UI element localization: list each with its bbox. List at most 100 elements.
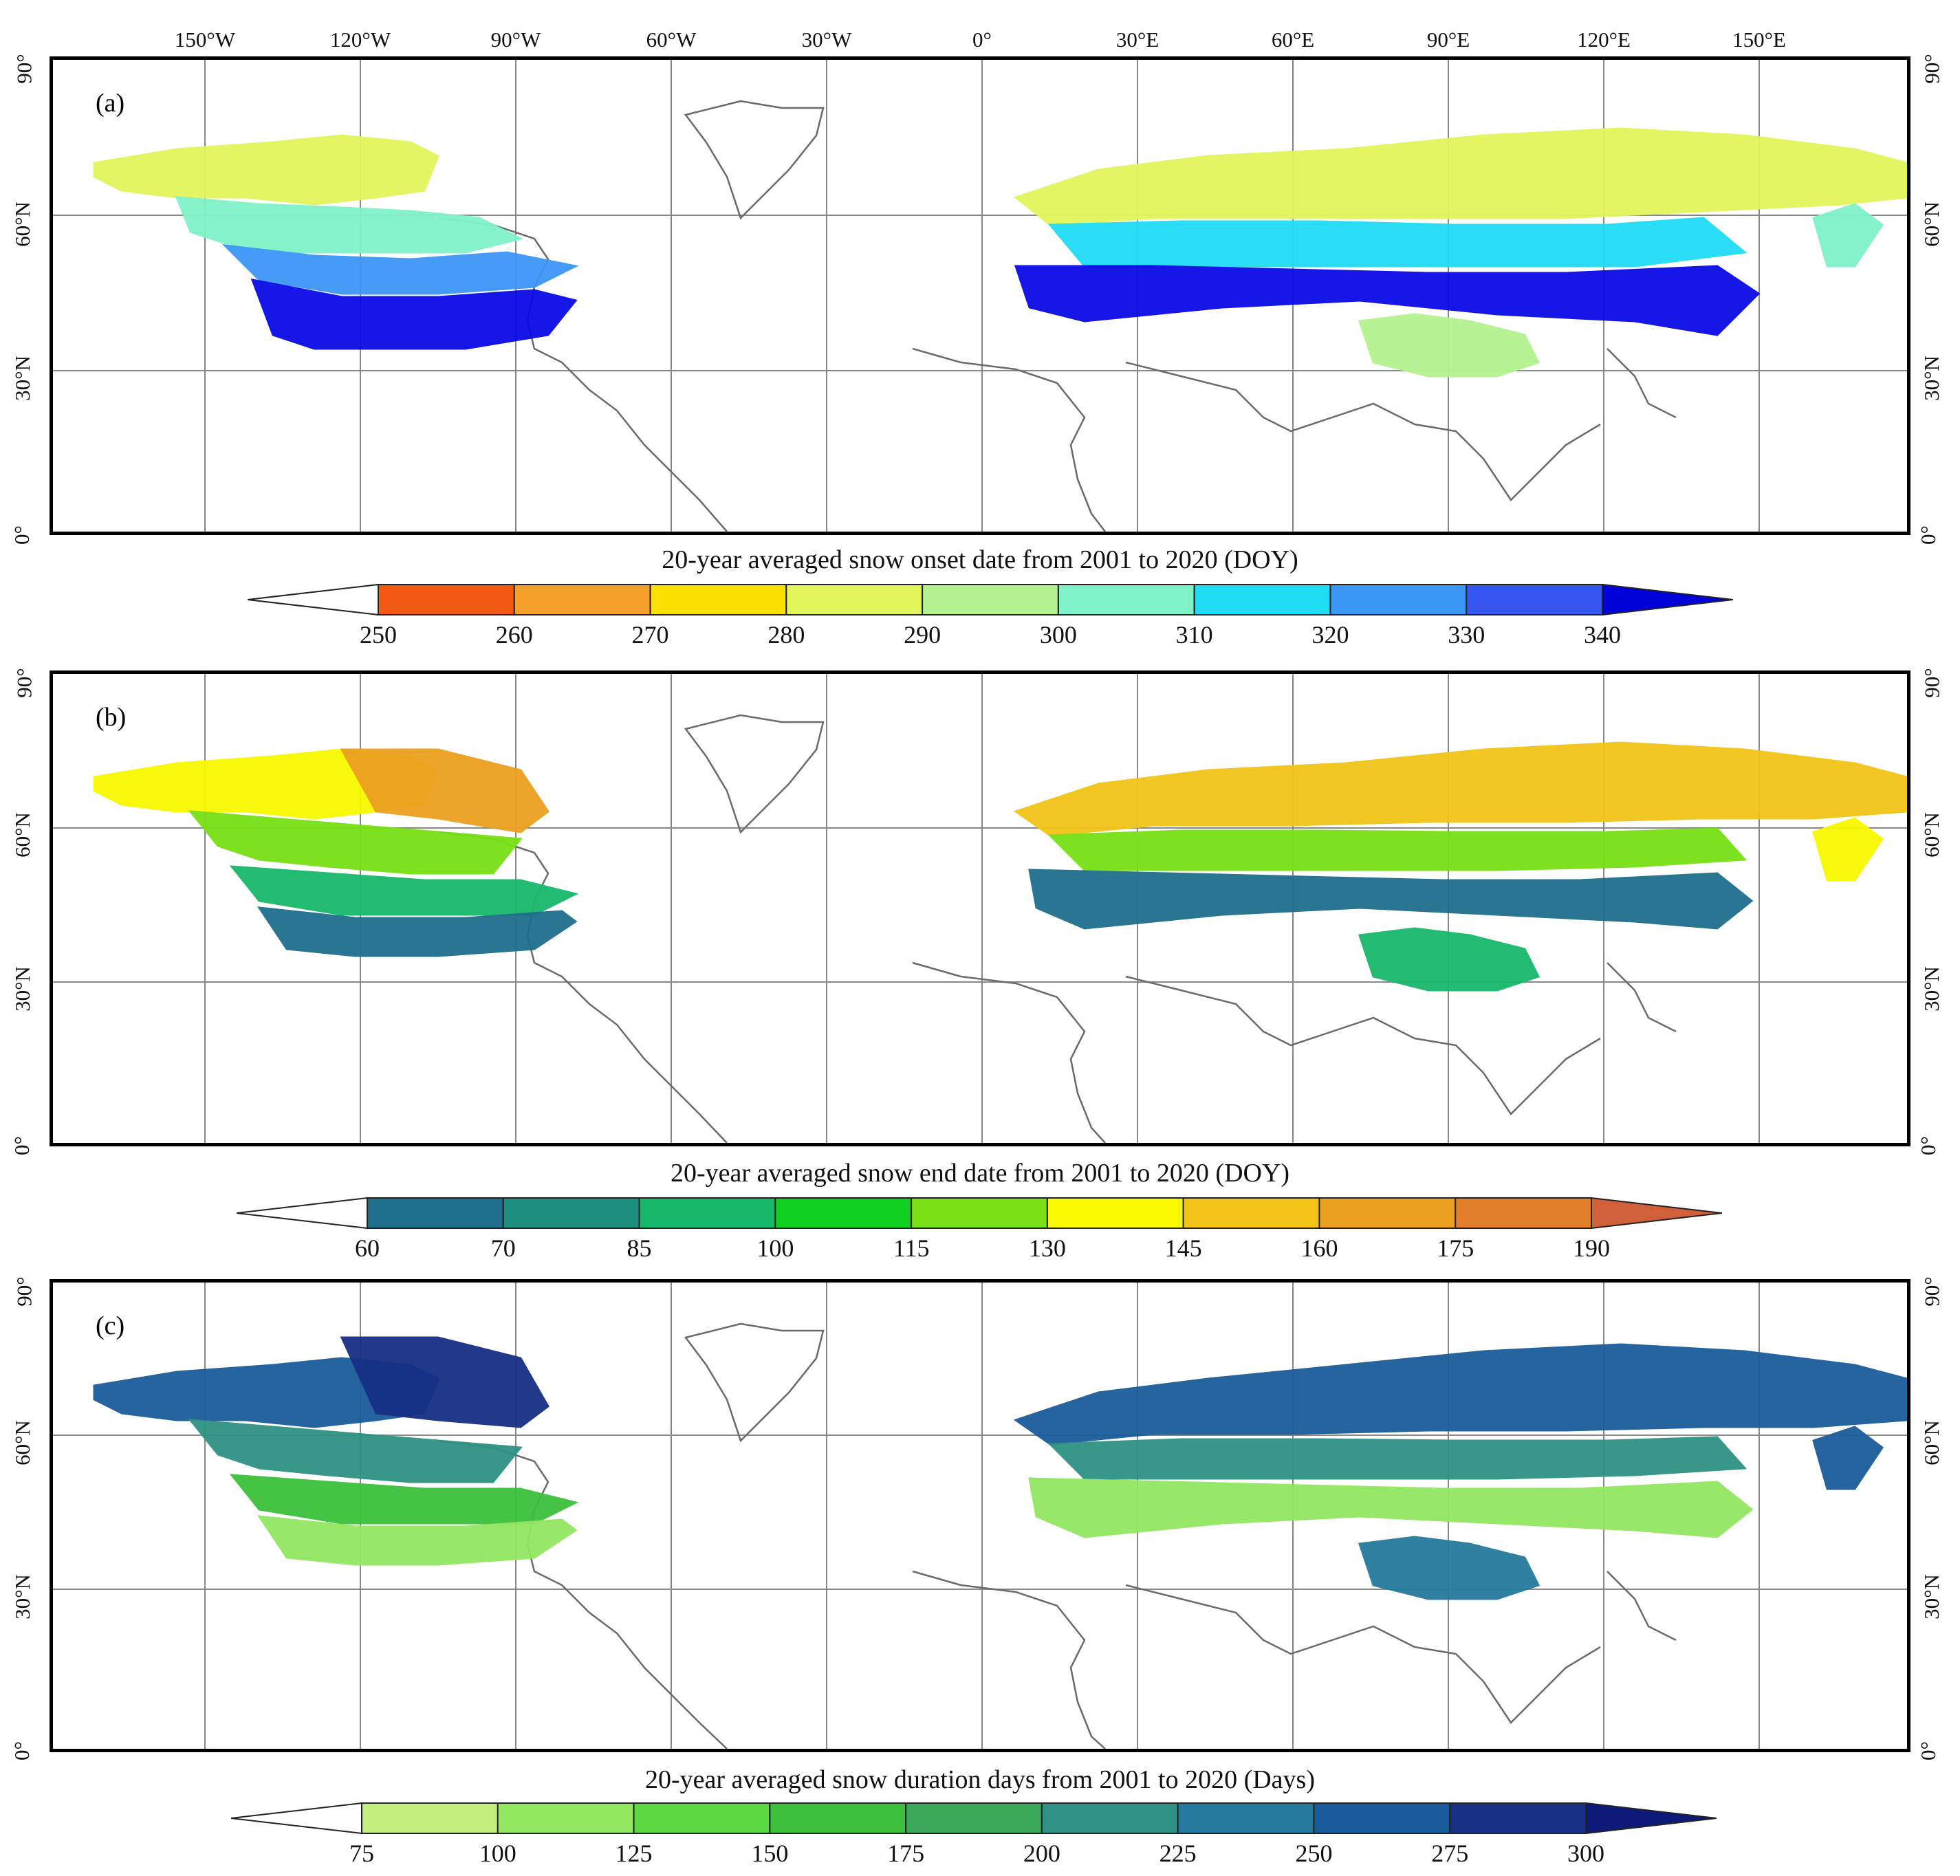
americas-coast (437, 217, 728, 532)
americas-coast (437, 1439, 728, 1749)
snow-region (1358, 1536, 1540, 1600)
east-asia-coast (1607, 348, 1677, 419)
greenland-outline (684, 714, 825, 834)
colorbar-tick-label: 145 (1164, 1234, 1202, 1262)
lon-label: 150°W (174, 28, 236, 52)
colorbar-segment (638, 1197, 776, 1229)
snow-region (1047, 827, 1747, 871)
snow-region (1812, 817, 1884, 882)
snow-region (1013, 1343, 1907, 1446)
colorbar-tick-label: 100 (479, 1840, 516, 1867)
lon-label: 90°W (490, 28, 541, 52)
colorbar-over-arrow (1585, 1802, 1717, 1835)
lat-label: 0° (1915, 525, 1940, 545)
colorbar-tick-label: 310 (1175, 621, 1213, 648)
colorbar-segment (513, 584, 651, 615)
lat-label: 60°N (10, 1420, 34, 1465)
colorbar-tick-label: 300 (1567, 1840, 1604, 1867)
snow-region (1013, 127, 1907, 226)
snow-region (257, 1515, 578, 1566)
colorbar-title-a: 20-year averaged snow onset date from 20… (662, 545, 1298, 574)
colorbar-tick-label: 175 (1437, 1234, 1474, 1262)
snow-region (340, 1336, 549, 1428)
colorbar-segment (1182, 1197, 1320, 1229)
lat-label: 30°N (10, 1574, 34, 1619)
snow-region (340, 748, 550, 833)
snow-region (1812, 203, 1884, 268)
colorbar-tick-label: 290 (904, 621, 941, 648)
colorbar-title-c: 20-year averaged snow duration days from… (644, 1765, 1315, 1794)
colorbar-segment (1313, 1802, 1451, 1834)
lat-label: 90° (1919, 54, 1944, 84)
colorbar-segment (911, 1197, 1048, 1229)
colorbar-tick-label: 300 (1039, 621, 1077, 648)
greenland-outline (684, 100, 825, 220)
lat-label: 0° (9, 525, 34, 545)
colorbar-tick-label: 75 (349, 1840, 374, 1867)
colorbar-tick-label: 270 (631, 621, 669, 648)
snow-region (1014, 265, 1761, 336)
colorbar-under-arrow (230, 1802, 362, 1835)
colorbar-segment (367, 1197, 504, 1229)
africa-coast (912, 347, 1106, 532)
snow-region (175, 196, 524, 254)
colorbar-under-arrow (247, 583, 379, 616)
snow-region (1047, 217, 1747, 268)
americas-coast (437, 831, 728, 1143)
south-asia-coast (1125, 1584, 1601, 1724)
colorbar-tick-label: 150 (751, 1840, 789, 1867)
lon-label: 60°E (1271, 28, 1315, 52)
snow-region (1028, 1477, 1754, 1538)
colorbar-segment (1455, 1197, 1592, 1229)
colorbar-segment (1177, 1802, 1315, 1834)
colorbar-segment (497, 1802, 635, 1834)
colorbar-segment (1449, 1802, 1587, 1834)
panel-letter: (b) (96, 703, 126, 732)
lat-label: 90° (12, 668, 36, 698)
lon-label: 150°E (1732, 28, 1786, 52)
panel-letter: (c) (96, 1311, 124, 1340)
colorbar-segment (502, 1197, 640, 1229)
colorbar-tick-label: 330 (1448, 621, 1485, 648)
lon-label: 120°E (1577, 28, 1631, 52)
colorbar-segment (378, 584, 515, 615)
snow-region (1028, 869, 1754, 930)
colorbar-over-arrow (1591, 1197, 1723, 1230)
lat-label: 30°N (1919, 1574, 1943, 1619)
snow-region (229, 865, 579, 916)
colorbar-title-b: 20-year averaged snow end date from 2001… (670, 1159, 1290, 1188)
snow-region (188, 1419, 523, 1483)
lat-label: 90° (12, 54, 36, 84)
colorbar-c (230, 1802, 1717, 1835)
snow-region (229, 1474, 579, 1525)
map-panel-b: (b) (50, 670, 1910, 1146)
lat-label: 30°N (1919, 966, 1943, 1012)
colorbar-tick-label: 190 (1573, 1234, 1610, 1262)
snow-region (1812, 1426, 1884, 1490)
colorbar-svg (230, 1802, 1717, 1835)
lat-label: 60°N (1919, 812, 1943, 858)
snow-layers-a (93, 127, 1907, 378)
colorbar-segment (1057, 584, 1195, 615)
map-svg-a: (a) (53, 60, 1907, 532)
map-svg-b: (b) (53, 674, 1907, 1143)
lat-label: 0° (1915, 1741, 1940, 1760)
colorbar-tick-label: 200 (1023, 1840, 1060, 1867)
lat-label: 0° (9, 1741, 34, 1760)
lon-label: 0° (972, 28, 992, 52)
colorbar-segment (1329, 584, 1468, 615)
lat-label: 0° (9, 1136, 34, 1155)
colorbar-segment (361, 1802, 499, 1834)
map-panel-a: (a) (50, 56, 1910, 535)
colorbar-tick-label: 320 (1311, 621, 1349, 648)
colorbar-tick-label: 85 (627, 1234, 652, 1262)
lat-label: 60°N (10, 201, 34, 247)
colorbar-segment (922, 584, 1059, 615)
colorbar-tick-label: 100 (756, 1234, 794, 1262)
snow-region (257, 906, 578, 957)
snow-region (250, 279, 578, 350)
east-asia-coast (1607, 1571, 1677, 1642)
coastlines (437, 1322, 1677, 1749)
colorbar-tick-label: 250 (1295, 1840, 1333, 1867)
lon-label: 30°E (1115, 28, 1159, 52)
